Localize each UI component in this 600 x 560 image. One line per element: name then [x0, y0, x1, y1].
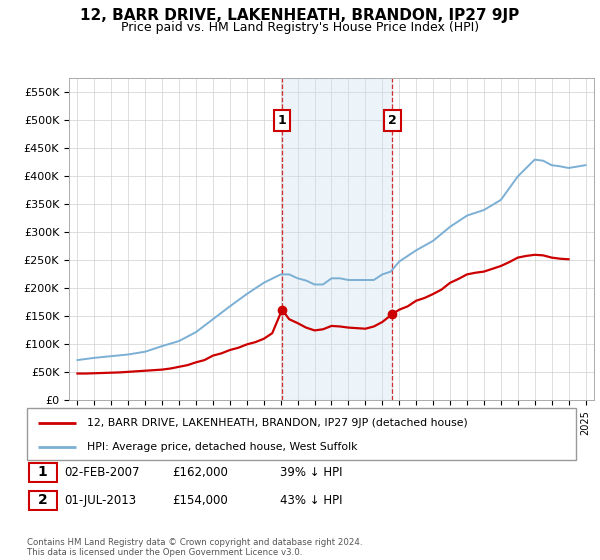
Text: Price paid vs. HM Land Registry's House Price Index (HPI): Price paid vs. HM Land Registry's House … [121, 21, 479, 34]
Text: 2: 2 [388, 114, 397, 127]
Bar [282, 78, 392, 400]
Text: Contains HM Land Registry data © Crown copyright and database right 2024.
This d: Contains HM Land Registry data © Crown c… [27, 538, 362, 557]
Text: £154,000: £154,000 [172, 493, 228, 507]
Text: 2: 2 [38, 493, 47, 507]
Text: 1: 1 [38, 465, 47, 479]
Text: 12, BARR DRIVE, LAKENHEATH, BRANDON, IP27 9JP: 12, BARR DRIVE, LAKENHEATH, BRANDON, IP2… [80, 8, 520, 24]
Text: 43% ↓ HPI: 43% ↓ HPI [280, 493, 343, 507]
Text: HPI: Average price, detached house, West Suffolk: HPI: Average price, detached house, West… [88, 442, 358, 452]
Text: 01-JUL-2013: 01-JUL-2013 [64, 493, 136, 507]
Text: 39% ↓ HPI: 39% ↓ HPI [280, 465, 343, 479]
Text: 1: 1 [278, 114, 286, 127]
Text: 02-FEB-2007: 02-FEB-2007 [64, 465, 140, 479]
Text: £162,000: £162,000 [172, 465, 228, 479]
Text: 12, BARR DRIVE, LAKENHEATH, BRANDON, IP27 9JP (detached house): 12, BARR DRIVE, LAKENHEATH, BRANDON, IP2… [88, 418, 468, 428]
